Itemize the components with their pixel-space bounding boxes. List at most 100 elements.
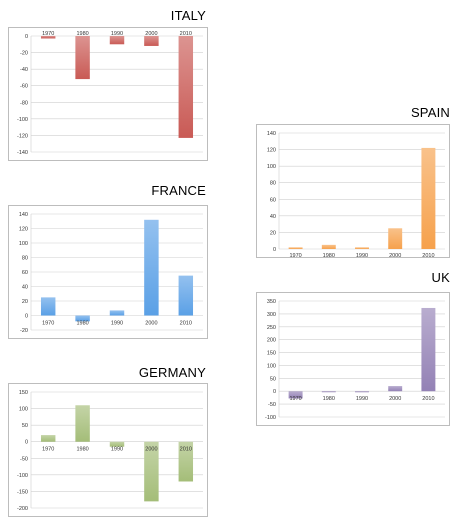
- y-tick-label: -80: [20, 100, 28, 106]
- x-tick-label: 1990: [356, 253, 368, 259]
- y-tick-label: 140: [267, 131, 276, 137]
- y-tick-label: 300: [267, 312, 276, 318]
- chart-title-italy: ITALY: [170, 8, 206, 23]
- bar-2010: [178, 441, 194, 482]
- y-tick-label: 100: [19, 407, 28, 413]
- chart-svg-uk: 350 300 250 200 150 100 50 0 -50 -100 1970 1980 1990…: [265, 299, 445, 421]
- y-tick-label: 60: [270, 197, 276, 203]
- x-tick-label: 1970: [42, 447, 54, 453]
- y-tick-label: 100: [19, 241, 28, 247]
- y-tick-label: -50: [268, 402, 276, 408]
- x-tick-label: 1970: [289, 396, 301, 402]
- y-tick-label: 40: [270, 214, 276, 220]
- x-tick-label: 2010: [180, 447, 192, 453]
- bar-2010: [421, 147, 436, 249]
- y-tick-label: 0: [273, 247, 276, 253]
- bar-1980: [75, 315, 90, 322]
- y-tick-label: 60: [22, 270, 28, 276]
- y-tick-label: 80: [270, 181, 276, 187]
- chart-title-france: FRANCE: [151, 183, 206, 198]
- x-tick-label: 1980: [76, 31, 88, 37]
- bar-1990: [355, 391, 369, 393]
- chart-france: 140 120 100 80 60 40 20 0 -20 1970 1980 1990 2000 201…: [8, 205, 208, 339]
- bar-1970: [40, 36, 56, 39]
- x-tick-label: 2000: [145, 447, 157, 453]
- chart-uk: 350 300 250 200 150 100 50 0 -50 -100 1970 1980 1990…: [256, 292, 450, 426]
- chart-germany: 150 100 50 0 -50 -100 -150 -200 1970 1980 1990 2000…: [8, 383, 208, 517]
- y-tick-label: 120: [19, 227, 28, 233]
- chart-svg-france: 140 120 100 80 60 40 20 0 -20 1970 1980 1990 2000 201…: [19, 212, 203, 334]
- bar-1970: [288, 391, 303, 399]
- y-tick-label: -40: [20, 67, 28, 73]
- y-tick-label: 140: [19, 212, 28, 218]
- bar-1970: [40, 297, 56, 316]
- y-tick-label: 350: [267, 299, 276, 305]
- chart-title-spain: SPAIN: [410, 105, 450, 120]
- y-tick-label: 200: [267, 338, 276, 344]
- bar-1980: [321, 391, 336, 393]
- x-tick-label: 2010: [180, 31, 192, 37]
- bar-1990: [109, 310, 125, 316]
- x-tick-label: 2000: [145, 31, 157, 37]
- x-tick-label: 2000: [145, 321, 157, 327]
- y-tick-label: 0: [273, 389, 276, 395]
- bar-1970: [40, 435, 56, 442]
- y-tick-label: 20: [22, 299, 28, 305]
- bar-1970: [288, 247, 303, 249]
- x-tick-label: 1970: [42, 321, 54, 327]
- chart-italy: 0 -20 -40 -60 -80 -100 -120 -140 1970 1980 1990 200…: [8, 27, 208, 161]
- y-tick-label: -200: [17, 506, 28, 512]
- y-tick-label: 120: [267, 148, 276, 154]
- bar-1980: [75, 405, 90, 442]
- bar-1980: [75, 36, 90, 80]
- y-tick-label: -140: [17, 150, 28, 156]
- y-tick-label: -100: [17, 117, 28, 123]
- bar-2010: [178, 36, 194, 138]
- y-tick-label: 50: [270, 376, 276, 382]
- bar-2010: [421, 307, 436, 392]
- bar-1990: [355, 247, 369, 249]
- x-tick-label: 2010: [180, 321, 192, 327]
- y-tick-label: 20: [270, 230, 276, 236]
- y-tick-label: 250: [267, 325, 276, 331]
- bar-1990: [109, 36, 125, 45]
- x-tick-label: 2000: [389, 253, 401, 259]
- x-tick-label: 1980: [76, 321, 88, 327]
- bar-2000: [388, 228, 403, 249]
- y-tick-label: -60: [20, 84, 28, 90]
- chart-svg-italy: 0 -20 -40 -60 -80 -100 -120 -140 1970 1980 1990 200…: [17, 31, 203, 156]
- y-tick-label: -150: [17, 489, 28, 495]
- x-tick-label: 1980: [76, 447, 88, 453]
- x-tick-label: 2010: [422, 396, 434, 402]
- y-tick-label: 40: [22, 285, 28, 291]
- y-tick-label: 100: [267, 164, 276, 170]
- chart-spain: 140 120 100 80 60 40 20 0 1970 1980 1990 2000 2010: [256, 124, 450, 259]
- y-tick-label: 80: [22, 256, 28, 262]
- x-tick-label: 1970: [42, 31, 54, 37]
- y-tick-label: -20: [20, 51, 28, 57]
- bar-1980: [321, 244, 336, 249]
- y-tick-label: 0: [25, 314, 28, 320]
- y-tick-label: 150: [267, 351, 276, 357]
- x-tick-label: 1980: [323, 396, 335, 402]
- bar-2000: [144, 36, 159, 46]
- y-tick-label: 100: [267, 363, 276, 369]
- x-tick-label: 1990: [111, 447, 123, 453]
- bar-2000: [388, 386, 403, 392]
- x-tick-label: 1990: [356, 396, 368, 402]
- chart-title-germany: GERMANY: [138, 365, 206, 380]
- x-tick-label: 1990: [111, 321, 123, 327]
- y-tick-label: -100: [265, 415, 276, 421]
- y-tick-label: -120: [17, 133, 28, 139]
- y-tick-label: 0: [25, 34, 28, 40]
- chart-svg-germany: 150 100 50 0 -50 -100 -150 -200 1970 1980 1990 2000…: [17, 390, 203, 512]
- y-tick-label: 0: [25, 440, 28, 446]
- x-tick-label: 2000: [389, 396, 401, 402]
- x-tick-label: 1980: [323, 253, 335, 259]
- x-tick-label: 1990: [111, 31, 123, 37]
- y-tick-label: -50: [20, 456, 28, 462]
- chart-svg-spain: 140 120 100 80 60 40 20 0 1970 1980 1990 2000 2010: [267, 131, 445, 259]
- y-tick-label: -20: [20, 328, 28, 334]
- x-tick-label: 2010: [422, 253, 434, 259]
- bar-2000: [144, 441, 159, 502]
